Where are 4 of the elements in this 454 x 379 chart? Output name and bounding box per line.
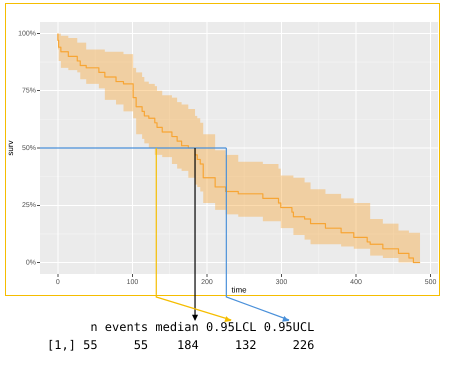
y-axis-title: surv bbox=[6, 140, 16, 156]
x-axis-title: time bbox=[231, 285, 248, 294]
text: [1,] 55 55 184 132 226 bbox=[47, 338, 314, 352]
text: n events median 0.95LCL 0.95UCL bbox=[89, 320, 314, 334]
